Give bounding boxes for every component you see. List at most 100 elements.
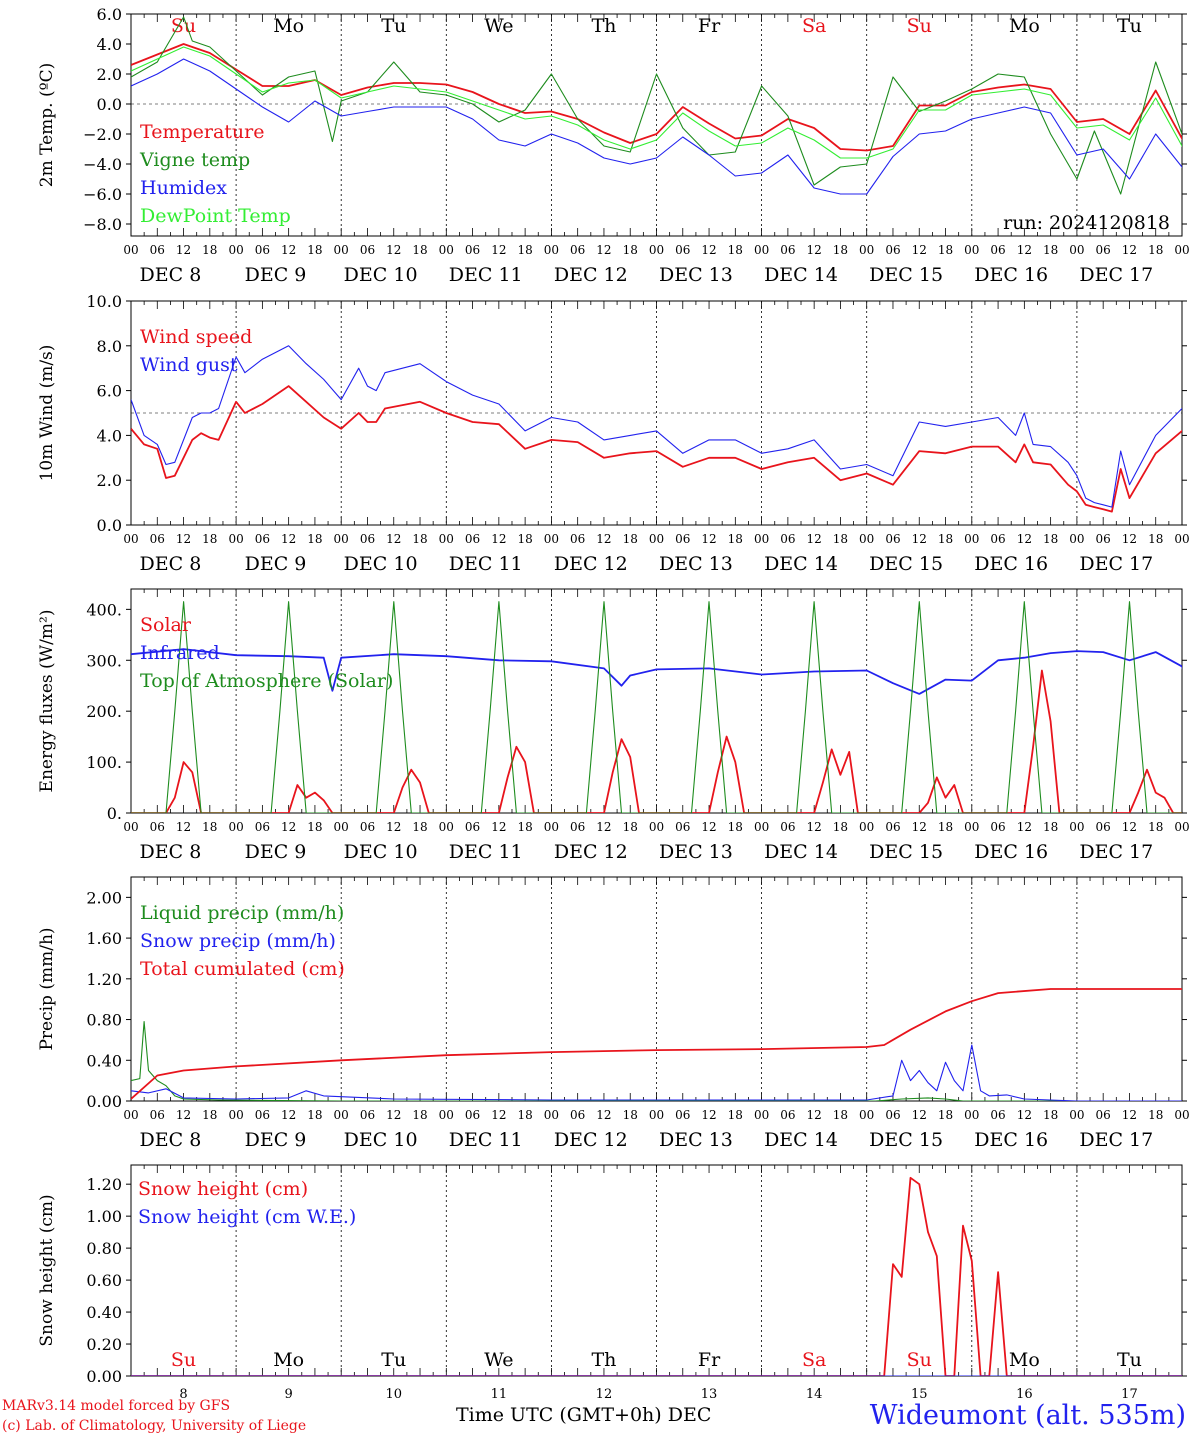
hour-tick-label: 12 — [281, 820, 296, 834]
date-label: DEC 15 — [869, 841, 943, 863]
hour-tick-label: 06 — [150, 532, 165, 546]
hour-tick-label: 00 — [334, 532, 349, 546]
panel-1: 6.0 4.0 2.0 0.0 −2.0 −4.0 −6.0 −8.0 2m Temp. (ºC… — [37, 5, 1190, 286]
hour-tick-label: 06 — [990, 243, 1005, 257]
hour-tick-label: 06 — [360, 532, 375, 546]
date-label: DEC 8 — [140, 1129, 202, 1151]
hour-tick-label: 12 — [281, 1108, 296, 1122]
credit-lab: (c) Lab. of Climatology, University of L… — [2, 1418, 307, 1434]
y-tick-label: 6.0 — [97, 5, 122, 24]
legend-entry: Solar — [140, 614, 192, 636]
hour-tick-label: 00 — [228, 820, 243, 834]
date-label: DEC 13 — [659, 841, 733, 863]
date-label: DEC 17 — [1079, 1129, 1153, 1151]
weekday-label: Fr — [698, 1349, 721, 1371]
hour-tick-label: 06 — [675, 820, 690, 834]
weekday-label: Su — [171, 1349, 196, 1371]
hour-tick-label: 12 — [386, 820, 401, 834]
hour-tick-label: 06 — [570, 532, 585, 546]
y-tick-label: 1.20 — [86, 1175, 122, 1194]
series-line-4 — [131, 46, 1182, 159]
hour-tick-label: 06 — [465, 1108, 480, 1122]
day-number-label: 9 — [285, 1387, 293, 1402]
hour-tick-label: 18 — [938, 1108, 953, 1122]
weekday-label: Su — [907, 1349, 932, 1371]
hour-tick-label: 06 — [990, 820, 1005, 834]
hour-tick-label: 12 — [386, 1108, 401, 1122]
date-label: DEC 17 — [1079, 841, 1153, 863]
hour-tick-label: 06 — [885, 243, 900, 257]
hour-tick-label: 12 — [701, 820, 716, 834]
date-label: DEC 17 — [1079, 553, 1153, 575]
hour-tick-label: 06 — [675, 243, 690, 257]
panel-4: 2.00 1.60 1.20 0.80 0.40 0.00 Precip (mm/h) 00 0… — [37, 876, 1190, 1151]
hour-tick-label: 12 — [176, 243, 191, 257]
y-tick-label: 4.0 — [97, 426, 122, 445]
hour-tick-label: 06 — [885, 532, 900, 546]
hour-tick-label: 06 — [360, 1108, 375, 1122]
hour-tick-label: 00 — [228, 243, 243, 257]
hour-tick-label: 06 — [150, 1108, 165, 1122]
hour-tick-label: 00 — [439, 1108, 454, 1122]
hour-tick-label: 00 — [1174, 1108, 1189, 1122]
y-tick-label: −2.0 — [83, 125, 122, 144]
series-line-1 — [131, 43, 1182, 152]
legend-entry: Snow height (cm W.E.) — [138, 1206, 356, 1228]
y-axis-title: Energy fluxes (W/m²) — [37, 610, 57, 793]
hour-tick-label: 12 — [807, 243, 822, 257]
y-tick-label: −4.0 — [83, 155, 122, 174]
weekday-label: Mo — [1009, 15, 1040, 37]
date-label: DEC 15 — [869, 553, 943, 575]
hour-tick-label: 12 — [807, 1108, 822, 1122]
hour-tick-label: 06 — [675, 1108, 690, 1122]
series-line-3 — [131, 601, 1182, 813]
hour-tick-label: 18 — [412, 820, 427, 834]
day-number-label: 12 — [596, 1387, 613, 1402]
date-label: DEC 11 — [449, 553, 523, 575]
hour-tick-label: 06 — [465, 532, 480, 546]
hour-tick-label: 18 — [202, 820, 217, 834]
hour-tick-label: 18 — [412, 1108, 427, 1122]
y-tick-label: 1.20 — [86, 970, 122, 989]
y-tick-label: 2.0 — [97, 471, 122, 490]
hour-tick-label: 00 — [1174, 243, 1189, 257]
hour-tick-label: 00 — [649, 532, 664, 546]
date-label: DEC 17 — [1079, 264, 1153, 286]
legend-entry: Vigne temp — [139, 149, 250, 171]
hour-tick-label: 12 — [386, 532, 401, 546]
hour-tick-label: 12 — [596, 243, 611, 257]
series-line-2 — [131, 648, 1182, 695]
date-label: DEC 15 — [869, 264, 943, 286]
hour-tick-label: 00 — [334, 1108, 349, 1122]
hour-tick-label: 00 — [754, 532, 769, 546]
hour-tick-label: 12 — [1017, 820, 1032, 834]
date-label: DEC 11 — [449, 841, 523, 863]
series-line-2 — [131, 345, 1182, 508]
hour-tick-label: 06 — [255, 1108, 270, 1122]
day-number-label: 11 — [491, 1387, 508, 1402]
hour-tick-label: 00 — [754, 820, 769, 834]
hour-tick-label: 06 — [150, 820, 165, 834]
hour-tick-label: 06 — [780, 532, 795, 546]
series-group — [131, 16, 1182, 195]
hour-tick-label: 12 — [912, 243, 927, 257]
day-number-label: 15 — [911, 1387, 928, 1402]
weekday-label: Tu — [381, 15, 406, 37]
hour-tick-label: 00 — [228, 1108, 243, 1122]
series-line-3 — [131, 988, 1182, 1100]
hour-tick-label: 18 — [1043, 820, 1058, 834]
hour-tick-label: 06 — [780, 1108, 795, 1122]
weekday-label: Th — [591, 15, 616, 37]
hour-tick-label: 18 — [623, 532, 638, 546]
date-label: DEC 8 — [140, 264, 202, 286]
hour-tick-label: 18 — [938, 243, 953, 257]
hour-tick-label: 18 — [833, 820, 848, 834]
hour-tick-label: 12 — [176, 820, 191, 834]
series-line-2 — [131, 1044, 1182, 1101]
hour-tick-label: 00 — [1174, 820, 1189, 834]
legend-entry: DewPoint Temp — [140, 205, 291, 227]
hour-tick-label: 00 — [964, 243, 979, 257]
hour-tick-label: 18 — [728, 820, 743, 834]
hour-tick-label: 00 — [334, 820, 349, 834]
